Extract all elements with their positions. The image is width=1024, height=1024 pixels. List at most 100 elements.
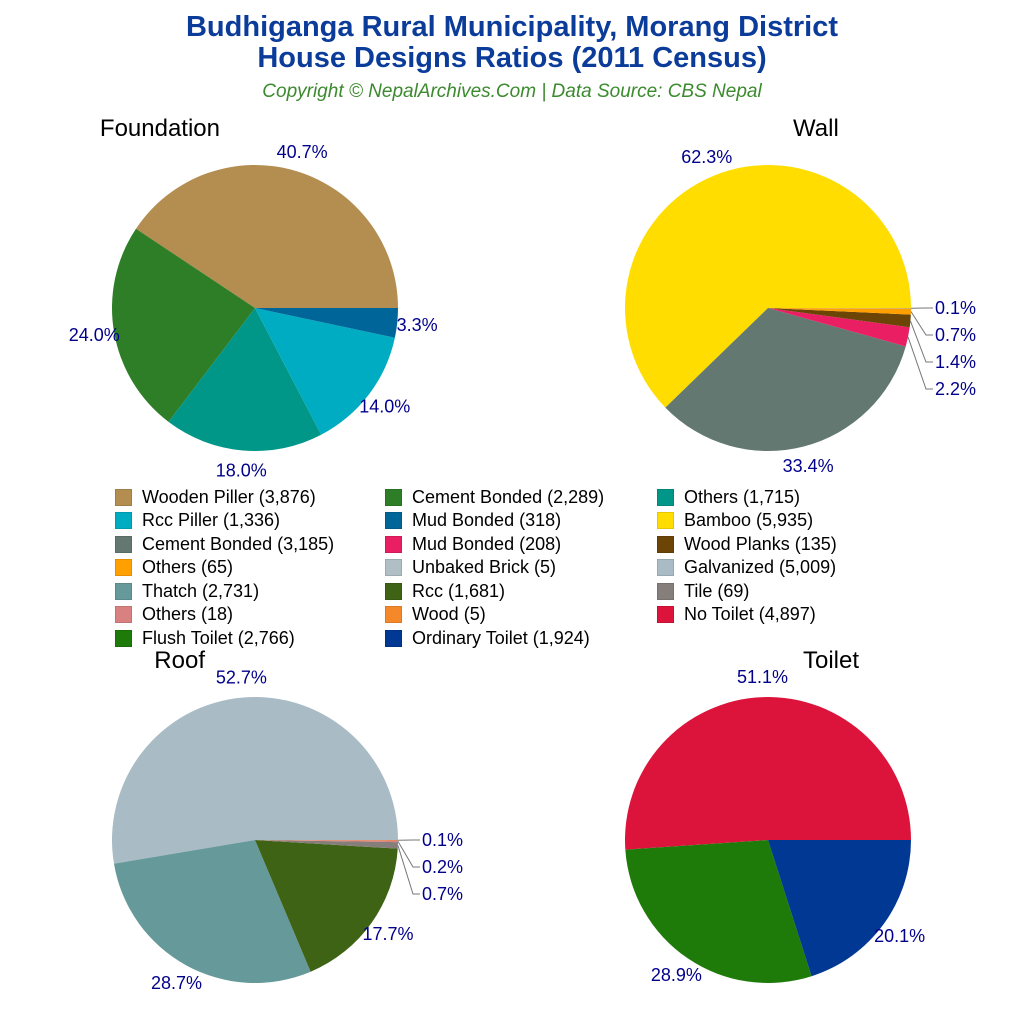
legend-label: Others (65) xyxy=(142,557,234,577)
legend-label: No Toilet (4,897) xyxy=(684,604,816,624)
pie-data-label: 1.4% xyxy=(935,352,976,372)
legend-item: Wood Planks (135) xyxy=(657,533,837,555)
pie-data-label: 0.7% xyxy=(935,325,976,345)
pie-slice-ordinary-toilet xyxy=(768,840,911,977)
legend-item: Others (1,715) xyxy=(657,486,800,508)
leader-line xyxy=(909,320,933,363)
legend-swatch xyxy=(657,512,674,529)
legend-swatch xyxy=(385,488,402,506)
legend-item: Cement Bonded (2,289) xyxy=(385,486,604,508)
pie-slice-rcc xyxy=(255,840,398,972)
legend-swatch xyxy=(385,535,402,553)
pie-slice-cement-bonded xyxy=(112,228,255,422)
legend-swatch xyxy=(657,535,674,553)
legend-item: Mud Bonded (318) xyxy=(385,510,561,532)
pie-data-label: 20.1% xyxy=(874,926,925,946)
legend-swatch xyxy=(115,582,132,600)
leader-line xyxy=(397,845,420,895)
legend-item: Wooden Piller (3,876) xyxy=(115,486,316,508)
legend-item: Galvanized (5,009) xyxy=(657,557,836,579)
legend-swatch xyxy=(385,559,402,576)
legend-item: Others (18) xyxy=(115,604,233,626)
pie-slice-bamboo xyxy=(624,164,911,408)
pie-slice-tile xyxy=(255,840,398,849)
pie-slice-mud-bonded xyxy=(768,308,910,347)
pie-data-label: 0.1% xyxy=(935,298,976,318)
legend-label: Tile (69) xyxy=(684,580,750,601)
legend-label: Rcc (1,681) xyxy=(412,580,506,601)
legend-label: Rcc Piller (1,336) xyxy=(142,510,281,530)
pie-slice-rcc-piller xyxy=(255,308,395,435)
pie-data-label: 28.9% xyxy=(651,965,702,985)
legend-label: Unbaked Brick (5) xyxy=(412,557,557,577)
legend-item: Flush Toilet (2,766) xyxy=(115,627,295,649)
pie-data-label: 62.3% xyxy=(681,147,732,167)
leader-line xyxy=(910,311,933,336)
legend-swatch xyxy=(115,512,132,529)
pie-data-label: 28.7% xyxy=(151,973,202,993)
pie-data-label: 0.2% xyxy=(422,857,463,877)
legend-item: No Toilet (4,897) xyxy=(657,604,816,626)
legend-item: Rcc (1,681) xyxy=(385,580,505,602)
legend-label: Wood (5) xyxy=(412,604,486,624)
legend-label: Wooden Piller (3,876) xyxy=(142,486,316,507)
leader-line xyxy=(907,336,933,390)
legend-item: Bamboo (5,935) xyxy=(657,510,813,532)
pie-slice-others xyxy=(768,308,911,315)
chart-subtitle: Copyright © NepalArchives.Com | Data Sou… xyxy=(262,81,762,102)
legend-item: Cement Bonded (3,185) xyxy=(115,533,334,555)
pie-title: Foundation xyxy=(100,115,220,142)
legend-swatch xyxy=(385,582,402,600)
legend-swatch xyxy=(657,488,674,506)
legend-label: Ordinary Toilet (1,924) xyxy=(412,627,590,648)
pie-data-label: 40.7% xyxy=(277,142,328,162)
legend-swatch xyxy=(115,535,132,553)
legend-item: Wood (5) xyxy=(385,604,486,626)
pie-data-label: 3.3% xyxy=(397,315,438,335)
legend-swatch xyxy=(657,606,674,623)
pie-slice-flush-toilet xyxy=(625,840,812,983)
legend-item: Mud Bonded (208) xyxy=(385,533,561,555)
pie-data-label: 51.1% xyxy=(737,667,788,687)
pie-data-label: 24.0% xyxy=(69,325,120,345)
pie-data-label: 14.0% xyxy=(359,397,410,417)
chart-title-line2: House Designs Ratios (2011 Census) xyxy=(257,42,767,74)
pie-slice-cement-bonded xyxy=(665,308,906,451)
legend-swatch xyxy=(657,582,674,600)
pie-data-label: 33.4% xyxy=(783,456,834,476)
legend-swatch xyxy=(657,559,674,576)
pie-slice-galvanized xyxy=(111,696,398,864)
legend-label: Mud Bonded (208) xyxy=(412,533,562,554)
chart-title-line1: Budhiganga Rural Municipality, Morang Di… xyxy=(185,11,838,43)
legend-item: Tile (69) xyxy=(657,580,749,602)
pie-slice-others xyxy=(255,840,398,843)
pie-data-label: 0.7% xyxy=(422,884,463,904)
pie-slice-mud-bonded xyxy=(255,308,398,338)
pie-title: Wall xyxy=(793,115,839,142)
pie-data-label: 0.1% xyxy=(422,830,463,850)
legend-swatch xyxy=(385,606,402,623)
pie-data-label: 18.0% xyxy=(216,460,267,480)
legend-label: Mud Bonded (318) xyxy=(412,510,562,530)
pie-data-label: 17.7% xyxy=(363,924,414,944)
legend-label: Others (1,715) xyxy=(684,486,801,507)
pie-slice-thatch xyxy=(113,840,311,984)
pie-title: Roof xyxy=(154,647,205,674)
legend-swatch xyxy=(115,606,132,623)
pie-title: Toilet xyxy=(803,647,859,674)
legend-label: Bamboo (5,935) xyxy=(684,510,814,530)
leader-line xyxy=(397,841,420,868)
legend-label: Wood Planks (135) xyxy=(684,533,837,554)
legend-label: Cement Bonded (3,185) xyxy=(142,533,335,554)
pie-data-label: 2.2% xyxy=(935,379,976,399)
legend-swatch xyxy=(115,629,132,647)
legend-item: Rcc Piller (1,336) xyxy=(115,510,280,532)
pie-slice-others xyxy=(168,308,322,451)
legend-label: Others (18) xyxy=(142,604,234,624)
legend-swatch xyxy=(385,512,402,529)
legend-item: Ordinary Toilet (1,924) xyxy=(385,627,590,649)
legend-label: Galvanized (5,009) xyxy=(684,557,837,577)
pie-data-label: 52.7% xyxy=(216,668,267,688)
